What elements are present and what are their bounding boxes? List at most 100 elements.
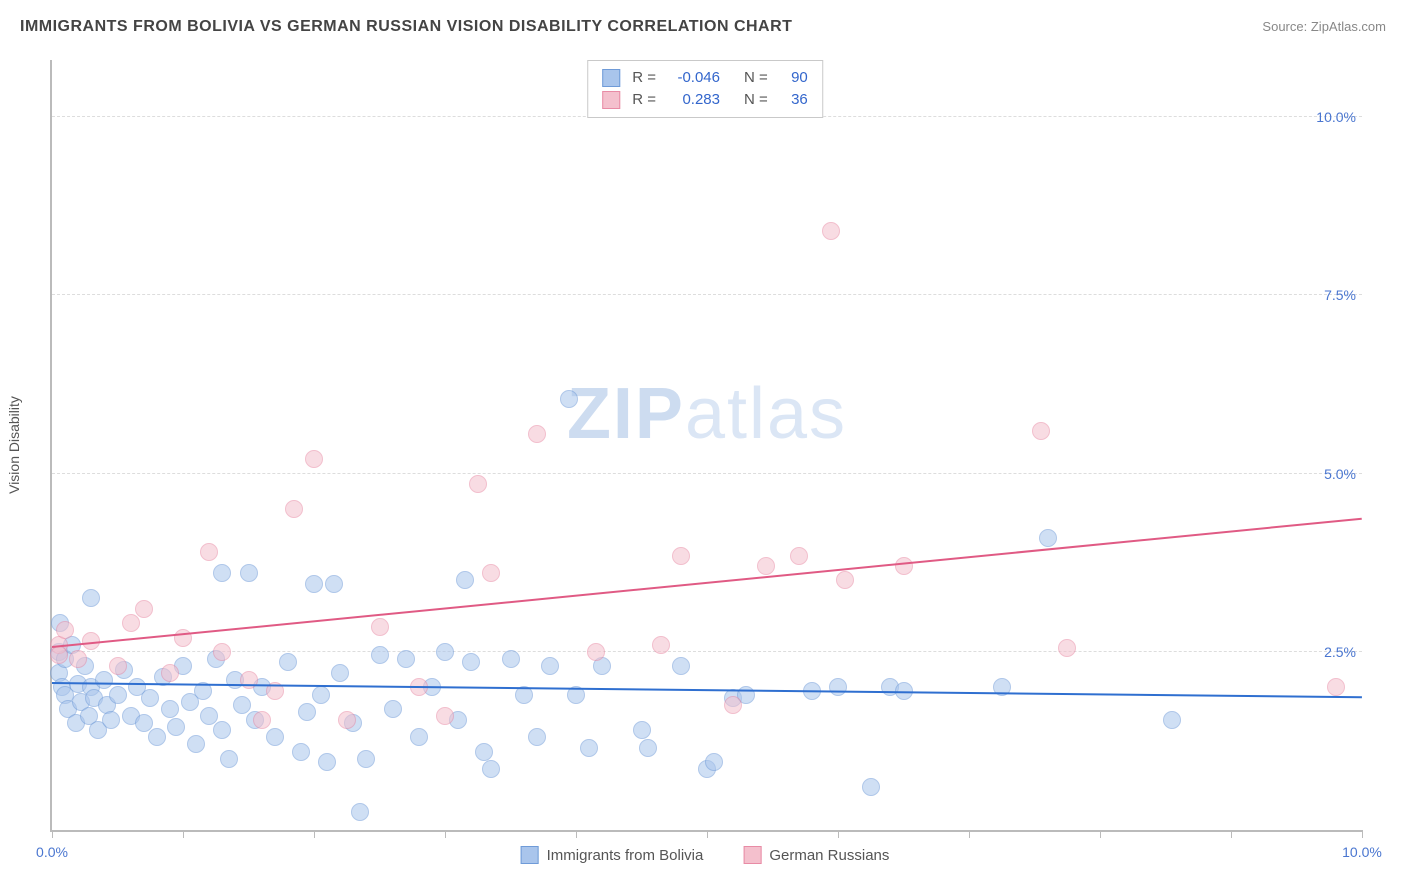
y-tick-label: 5.0% bbox=[1300, 466, 1356, 482]
legend-swatch bbox=[521, 846, 539, 864]
data-point bbox=[371, 618, 389, 636]
x-tick bbox=[314, 830, 315, 838]
data-point bbox=[325, 575, 343, 593]
data-point bbox=[436, 707, 454, 725]
legend-label: German Russians bbox=[769, 847, 889, 864]
data-point bbox=[240, 564, 258, 582]
data-point bbox=[528, 425, 546, 443]
source-label: Source: bbox=[1262, 19, 1307, 34]
data-point bbox=[1039, 529, 1057, 547]
data-point bbox=[1163, 711, 1181, 729]
r-label: R = bbox=[632, 67, 656, 89]
data-point bbox=[580, 739, 598, 757]
r-label: R = bbox=[632, 89, 656, 111]
data-point bbox=[436, 643, 454, 661]
data-point bbox=[305, 450, 323, 468]
x-tick bbox=[707, 830, 708, 838]
n-value: 36 bbox=[778, 89, 808, 111]
plot-inner: ZIPatlas 2.5%5.0%7.5%10.0%0.0%10.0% bbox=[50, 60, 1362, 832]
data-point bbox=[829, 678, 847, 696]
chart-area: ZIPatlas 2.5%5.0%7.5%10.0%0.0%10.0% Visi… bbox=[50, 60, 1360, 830]
data-point bbox=[253, 711, 271, 729]
data-point bbox=[462, 653, 480, 671]
data-point bbox=[266, 728, 284, 746]
x-tick bbox=[838, 830, 839, 838]
data-point bbox=[312, 686, 330, 704]
legend-label: Immigrants from Bolivia bbox=[547, 847, 704, 864]
x-tick-label: 10.0% bbox=[1342, 844, 1382, 860]
data-point bbox=[285, 500, 303, 518]
data-point bbox=[95, 671, 113, 689]
data-point bbox=[633, 721, 651, 739]
n-label: N = bbox=[744, 89, 768, 111]
y-tick-label: 10.0% bbox=[1300, 109, 1356, 125]
data-point bbox=[528, 728, 546, 746]
n-label: N = bbox=[744, 67, 768, 89]
data-point bbox=[469, 475, 487, 493]
chart-title: IMMIGRANTS FROM BOLIVIA VS GERMAN RUSSIA… bbox=[20, 18, 792, 36]
data-point bbox=[318, 753, 336, 771]
data-point bbox=[220, 750, 238, 768]
data-point bbox=[102, 711, 120, 729]
trend-line bbox=[52, 518, 1362, 648]
x-tick bbox=[52, 830, 53, 838]
x-tick bbox=[1231, 830, 1232, 838]
data-point bbox=[279, 653, 297, 671]
x-tick bbox=[1362, 830, 1363, 838]
data-point bbox=[672, 657, 690, 675]
data-point bbox=[351, 803, 369, 821]
data-point bbox=[862, 778, 880, 796]
data-point bbox=[1032, 422, 1050, 440]
x-tick bbox=[445, 830, 446, 838]
gridline bbox=[52, 294, 1362, 295]
data-point bbox=[233, 696, 251, 714]
legend-swatch bbox=[602, 91, 620, 109]
data-point bbox=[305, 575, 323, 593]
data-point bbox=[357, 750, 375, 768]
data-point bbox=[141, 689, 159, 707]
data-point bbox=[724, 696, 742, 714]
data-point bbox=[587, 643, 605, 661]
bottom-legend: Immigrants from Bolivia German Russians bbox=[521, 846, 890, 864]
data-point bbox=[161, 700, 179, 718]
legend-item: Immigrants from Bolivia bbox=[521, 846, 704, 864]
data-point bbox=[240, 671, 258, 689]
data-point bbox=[384, 700, 402, 718]
r-value: 0.283 bbox=[666, 89, 720, 111]
gridline bbox=[52, 473, 1362, 474]
data-point bbox=[109, 686, 127, 704]
x-tick bbox=[1100, 830, 1101, 838]
data-point bbox=[213, 643, 231, 661]
watermark: ZIPatlas bbox=[567, 373, 847, 455]
data-point bbox=[672, 547, 690, 565]
data-point bbox=[213, 564, 231, 582]
data-point bbox=[541, 657, 559, 675]
source-attribution: Source: ZipAtlas.com bbox=[1262, 19, 1386, 34]
data-point bbox=[410, 728, 428, 746]
legend-swatch bbox=[743, 846, 761, 864]
data-point bbox=[895, 557, 913, 575]
stats-row: R = 0.283 N = 36 bbox=[602, 89, 808, 111]
data-point bbox=[705, 753, 723, 771]
stats-box: R =-0.046N =90R = 0.283 N = 36 bbox=[587, 60, 823, 118]
gridline bbox=[52, 651, 1362, 652]
data-point bbox=[174, 629, 192, 647]
data-point bbox=[82, 589, 100, 607]
data-point bbox=[652, 636, 670, 654]
legend-item: German Russians bbox=[743, 846, 889, 864]
y-tick-label: 2.5% bbox=[1300, 644, 1356, 660]
data-point bbox=[790, 547, 808, 565]
stats-row: R =-0.046N =90 bbox=[602, 67, 808, 89]
source-name: ZipAtlas.com bbox=[1311, 19, 1386, 34]
data-point bbox=[757, 557, 775, 575]
watermark-zip: ZIP bbox=[567, 374, 685, 454]
x-tick bbox=[969, 830, 970, 838]
data-point bbox=[482, 564, 500, 582]
data-point bbox=[135, 600, 153, 618]
data-point bbox=[371, 646, 389, 664]
data-point bbox=[69, 650, 87, 668]
legend-swatch bbox=[602, 69, 620, 87]
data-point bbox=[560, 390, 578, 408]
data-point bbox=[475, 743, 493, 761]
x-tick bbox=[183, 830, 184, 838]
